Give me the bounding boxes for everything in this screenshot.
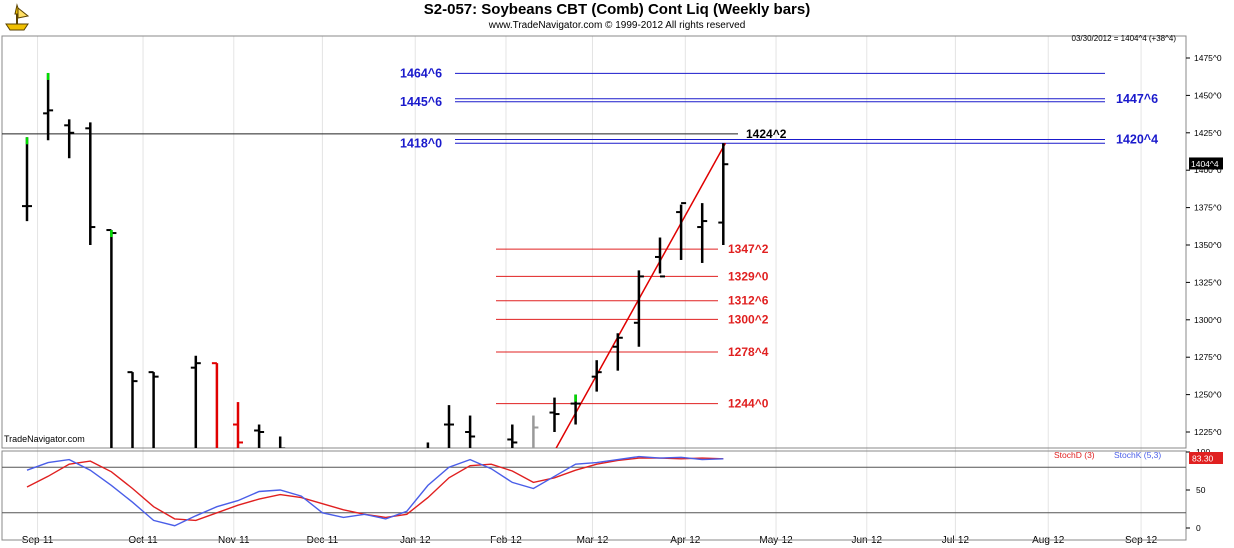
copyright-text: www.TradeNavigator.com © 1999-2012 All r… — [488, 20, 746, 31]
y-tick-label: 1300^0 — [1194, 315, 1222, 325]
level-label-blue: 1464^6 — [400, 66, 442, 80]
stoch-last-box — [1189, 452, 1223, 464]
y-tick-label: 1425^0 — [1194, 128, 1222, 138]
level-label-red: 1347^2 — [728, 242, 769, 256]
stoch-legend-d: StochD (3) — [1054, 450, 1095, 460]
chart-title: S2-057: Soybeans CBT (Comb) Cont Liq (We… — [423, 1, 811, 18]
stoch-last-label: 83.30 — [1192, 454, 1214, 464]
last-price-label: 1404^4 — [1191, 159, 1219, 169]
y-tick-label: 1475^0 — [1194, 53, 1222, 63]
y-tick-label: 1450^0 — [1194, 90, 1222, 100]
level-label-blue: 1447^6 — [1116, 92, 1158, 106]
stoch-legend-k: StochK (5,3) — [1114, 450, 1161, 460]
level-label-black: 1424^2 — [746, 127, 787, 141]
y-tick-label: 1350^0 — [1194, 240, 1222, 250]
y-tick-label: 1275^0 — [1194, 352, 1222, 362]
y-tick-label: 1325^0 — [1194, 277, 1222, 287]
price-plot — [2, 72, 1105, 448]
y-tick-label: 1225^0 — [1194, 427, 1222, 437]
stoch-y-tick-label: 50 — [1196, 485, 1206, 495]
stoch-line — [26, 457, 724, 522]
watermark-text: TradeNavigator.com — [4, 434, 85, 444]
navigator-logo-icon — [2, 2, 32, 32]
stoch-panel-border — [1, 450, 1187, 541]
y-tick-label: 1250^0 — [1194, 390, 1222, 400]
last-price-box — [1189, 157, 1223, 170]
trend-line — [555, 142, 727, 448]
level-label-red: 1329^0 — [728, 269, 769, 283]
y-tick-label: 1400^0 — [1194, 165, 1222, 175]
stoch-y-tick-label: 0 — [1196, 523, 1201, 533]
level-label-red: 1244^0 — [728, 397, 769, 411]
last-price-note: 03/30/2012 = 1404^4 (+38^4) — [1071, 34, 1176, 43]
level-label-blue: 1418^0 — [400, 136, 442, 150]
stoch-line — [26, 455, 724, 527]
stoch-plot — [26, 455, 724, 527]
level-label-red: 1312^6 — [728, 294, 769, 308]
level-label-blue: 1445^6 — [400, 95, 442, 109]
y-tick-label: 1375^0 — [1194, 203, 1222, 213]
price-panel-border — [1, 35, 1187, 449]
level-label-blue: 1420^4 — [1116, 133, 1158, 147]
level-label-red: 1300^2 — [728, 312, 769, 326]
level-label-red: 1278^4 — [728, 345, 769, 359]
